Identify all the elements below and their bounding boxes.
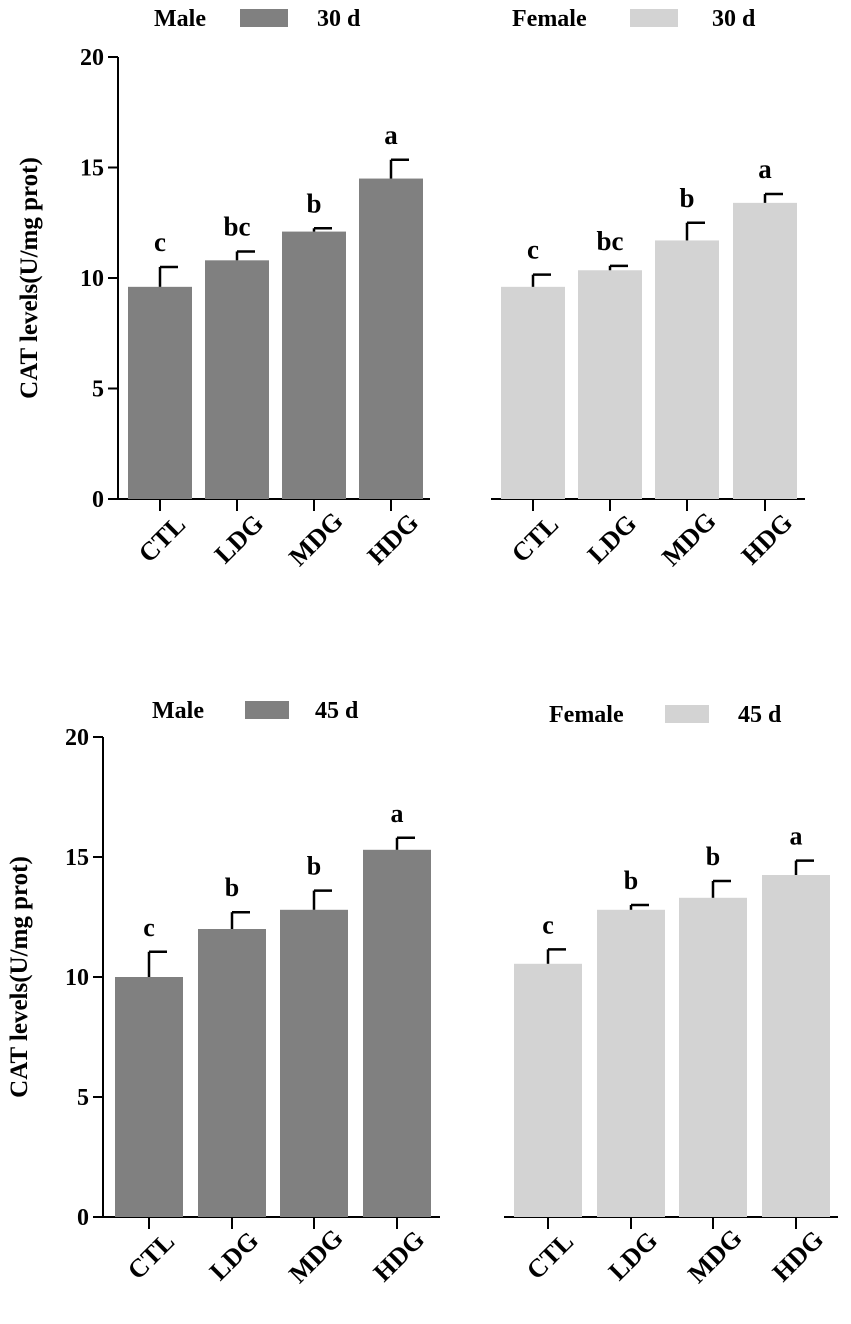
x-tick-label: CTL xyxy=(122,1227,180,1285)
bar xyxy=(597,909,665,1217)
x-tick-label: CTL xyxy=(133,510,191,568)
significance-letter: c xyxy=(542,910,554,939)
legend-group-label: Female xyxy=(549,702,624,728)
bar xyxy=(359,178,423,500)
significance-letter: b xyxy=(307,852,321,881)
bar xyxy=(578,270,642,499)
x-tick-label: MDG xyxy=(656,506,721,571)
legend-label: 45 d xyxy=(315,698,359,724)
significance-letter: a xyxy=(391,799,404,828)
x-tick-label: LDG xyxy=(204,1226,264,1286)
y-tick-label: 0 xyxy=(92,487,104,513)
significance-letter: b xyxy=(679,183,694,213)
y-tick-label: 5 xyxy=(77,1085,89,1111)
x-tick-label: HDG xyxy=(767,1225,829,1287)
bar xyxy=(762,875,830,1217)
legend-group-label: Female xyxy=(512,6,587,32)
legend-label: 30 d xyxy=(317,6,361,32)
bar xyxy=(363,849,431,1217)
x-tick-label: MDG xyxy=(682,1223,747,1288)
y-tick-label: 15 xyxy=(65,845,89,871)
significance-letter: b xyxy=(225,873,239,902)
x-tick-label: CTL xyxy=(506,510,564,568)
y-axis-label: CAT levels(U/mg prot) xyxy=(16,157,43,399)
y-tick-label: 10 xyxy=(80,266,104,292)
significance-letter: bc xyxy=(224,211,251,241)
y-tick-label: 20 xyxy=(80,45,104,71)
x-tick-label: HDG xyxy=(362,508,424,570)
bar xyxy=(733,202,797,500)
bar xyxy=(115,977,183,1217)
significance-letter: a xyxy=(790,822,803,851)
x-tick-label: LDG xyxy=(582,509,642,569)
bar xyxy=(280,909,348,1217)
y-axis-label: CAT levels(U/mg prot) xyxy=(6,856,33,1098)
significance-letter: bc xyxy=(597,226,624,256)
legend-swatch xyxy=(665,705,709,723)
significance-letter: c xyxy=(527,235,539,265)
legend-swatch xyxy=(240,9,288,27)
x-tick-label: LDG xyxy=(603,1226,663,1286)
y-tick-label: 15 xyxy=(80,156,104,182)
legend-label: 45 d xyxy=(738,702,782,728)
significance-letter: c xyxy=(143,913,155,942)
bar xyxy=(501,286,565,499)
x-tick-label: CTL xyxy=(521,1227,579,1285)
bar xyxy=(514,963,582,1217)
significance-letter: b xyxy=(306,188,321,218)
y-tick-label: 10 xyxy=(65,965,89,991)
bar xyxy=(205,260,269,499)
y-tick-label: 0 xyxy=(77,1205,89,1231)
bar xyxy=(198,929,266,1217)
y-tick-label: 20 xyxy=(65,725,89,751)
legend-swatch xyxy=(245,701,289,719)
significance-letter: c xyxy=(154,227,166,257)
bar xyxy=(128,286,192,499)
bar xyxy=(655,240,719,499)
legend-group-label: Male xyxy=(154,6,206,32)
significance-letter: a xyxy=(758,154,772,184)
legend-label: 30 d xyxy=(712,6,756,32)
significance-letter: b xyxy=(706,842,720,871)
legend-swatch xyxy=(630,9,678,27)
x-tick-label: MDG xyxy=(283,1223,348,1288)
legend-group-label: Male xyxy=(152,698,204,724)
significance-letter: b xyxy=(624,866,638,895)
x-tick-label: HDG xyxy=(368,1225,430,1287)
chart-panel-45d: 0 5 10 15 20 CAT levels(U/mg prot) c CTL b LDG b MD… xyxy=(6,698,838,1289)
x-tick-label: MDG xyxy=(283,506,348,571)
x-tick-label: HDG xyxy=(736,508,798,570)
significance-letter: a xyxy=(384,120,398,150)
y-tick-label: 5 xyxy=(92,377,104,403)
x-tick-label: LDG xyxy=(209,509,269,569)
bar xyxy=(679,897,747,1217)
bar xyxy=(282,231,346,499)
